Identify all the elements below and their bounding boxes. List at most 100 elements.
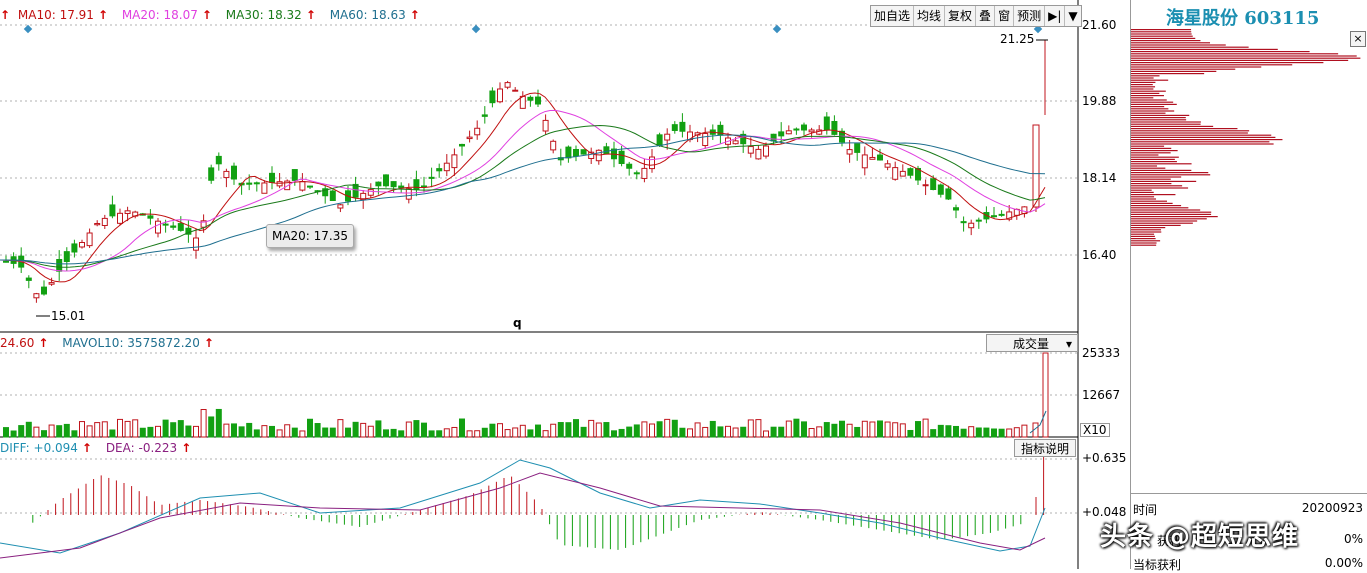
volume-bar (162, 419, 169, 438)
candle-body (124, 210, 131, 214)
chip-bar (1131, 42, 1211, 44)
volume-bar (63, 423, 70, 438)
volume-bar (94, 422, 101, 438)
price-chart-pane[interactable] (0, 0, 1080, 333)
chip-bar (1131, 90, 1166, 92)
candle-body (398, 185, 405, 189)
candle-body (823, 116, 830, 131)
candle-body (428, 176, 435, 179)
volume-pane[interactable] (0, 333, 1080, 438)
candle-body (299, 181, 306, 191)
toolbar-menu-chevron-icon[interactable]: ▼ (1068, 9, 1078, 23)
info-row-time: 时间 20200923 (1133, 501, 1363, 518)
volume-bar (1013, 427, 1020, 438)
candle-body (261, 182, 268, 194)
candle-body (595, 149, 602, 162)
chip-bar (1131, 209, 1201, 211)
macd-chart[interactable] (0, 438, 1080, 569)
current-label: 当标获利 (1133, 558, 1182, 572)
adjust-price-button[interactable]: 复权 (945, 6, 977, 26)
candle-body (633, 172, 640, 175)
chart-toolbar: 加自选 均线 复权 叠 窗 预测 ▶| ▼ (870, 5, 1082, 27)
volume-bar (466, 430, 473, 438)
chip-bar (1131, 163, 1192, 165)
chip-bar (1131, 75, 1160, 77)
chip-bar (1131, 73, 1205, 75)
candle-body (421, 185, 427, 188)
volume-bar (329, 427, 336, 438)
volume-bar (345, 427, 351, 438)
volume-bar (109, 429, 116, 438)
macd-pane[interactable] (0, 438, 1080, 569)
price-axis-label: 19.88 (1082, 94, 1117, 108)
volume-bar (839, 420, 845, 438)
chip-bar (1131, 202, 1173, 204)
ma30-label: MA30: 18.32 (225, 8, 302, 22)
volume-bar (717, 426, 724, 438)
candle-body (481, 114, 488, 117)
candle-body (953, 207, 959, 211)
candle-body (998, 213, 1005, 216)
candlestick-chart[interactable] (0, 0, 1080, 333)
candle-body (535, 96, 541, 105)
chip-bar (1131, 64, 1293, 66)
candle-body (573, 149, 579, 157)
candle-body (33, 293, 40, 299)
chip-bar (1131, 169, 1192, 171)
overlay-button[interactable]: 叠 (976, 6, 996, 26)
ma10-arrow-icon: ↑ (97, 8, 108, 22)
chip-bar (1131, 235, 1155, 237)
volume-bar (778, 426, 785, 438)
volume-bar (557, 422, 564, 438)
moving-average-button[interactable]: 均线 (914, 6, 946, 26)
candle-body (322, 188, 329, 197)
chip-bar (1131, 103, 1177, 105)
chip-bar (1131, 218, 1207, 220)
volume-bar (474, 430, 481, 438)
candle-body (755, 148, 762, 160)
candle-body (466, 136, 473, 140)
forecast-button[interactable]: 预测 (1014, 6, 1046, 26)
volume-axis-label: 25333 (1082, 346, 1121, 360)
chip-bar (1131, 154, 1159, 156)
candle-body (94, 223, 101, 226)
volume-indicator-dropdown[interactable]: 成交量 ▾ (986, 334, 1078, 352)
indicator-help-button[interactable]: 指标说明 (1014, 439, 1076, 457)
ma-prefix: ↑ (0, 8, 11, 22)
candle-body (861, 154, 868, 169)
candle-body (846, 149, 853, 155)
time-label: 时间 (1133, 503, 1158, 517)
volume-bar (618, 428, 625, 438)
volume-bar (884, 421, 891, 438)
chip-bar (1131, 242, 1157, 244)
candle-body (960, 221, 967, 224)
volume-bar (299, 430, 306, 438)
candle-body (63, 251, 70, 262)
candle-body (337, 204, 344, 209)
candle-body (413, 179, 420, 191)
volume-axis-label: 12667 (1082, 388, 1121, 402)
candle-body (793, 128, 800, 131)
candle-body (474, 127, 481, 136)
chip-bar (1131, 141, 1270, 143)
volume-bar (117, 418, 123, 438)
chip-bar (1131, 176, 1182, 178)
volume-bar (854, 426, 861, 438)
volume-bar (18, 425, 25, 438)
time-value: 20200923 (1301, 501, 1363, 515)
jump-end-icon[interactable]: ▶| (1045, 6, 1066, 26)
chip-bar (1131, 161, 1177, 163)
candle-body (504, 82, 511, 88)
close-icon[interactable]: × (1350, 31, 1366, 47)
chip-bar (1131, 97, 1154, 99)
candle-body (352, 183, 359, 198)
add-watchlist-button[interactable]: 加自选 (871, 6, 915, 26)
window-button[interactable]: 窗 (995, 6, 1015, 26)
candle-body (79, 242, 85, 248)
volume-bar (124, 420, 131, 438)
candle-body (489, 90, 496, 104)
chip-bar (1131, 174, 1211, 176)
volume-chart[interactable] (0, 333, 1080, 438)
volume-bar (983, 427, 990, 438)
candle-body (48, 282, 55, 285)
